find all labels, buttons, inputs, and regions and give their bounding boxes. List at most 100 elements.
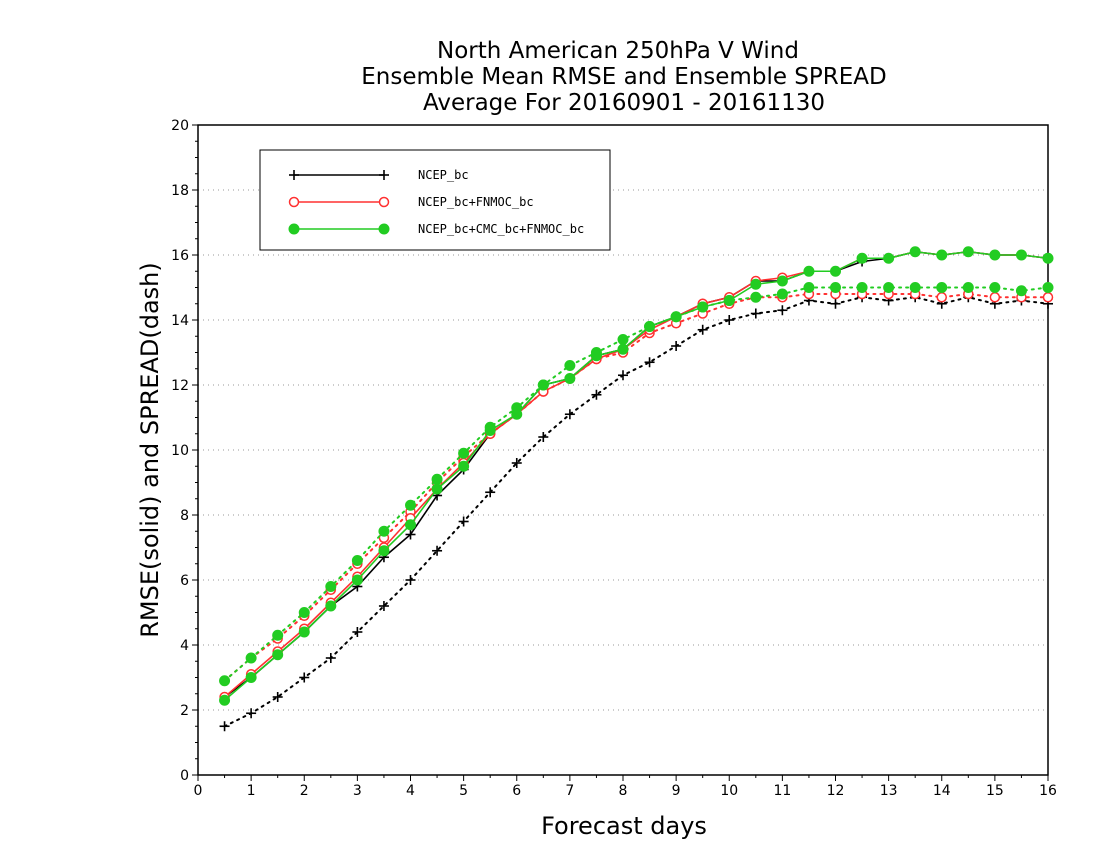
series-3-rmse-point <box>989 249 1001 261</box>
x-tick-label-5: 5 <box>459 783 468 799</box>
series-3-rmse-point <box>1042 252 1054 264</box>
series-1-spread-point <box>697 324 708 335</box>
x-tick-label-9: 9 <box>672 783 681 799</box>
series-3-rmse-point <box>856 252 868 264</box>
series-3-spread-point <box>405 499 416 511</box>
series-3-spread-point <box>245 652 257 664</box>
series-3-rmse-point <box>617 343 629 355</box>
series-1-spread-point <box>299 672 310 683</box>
series-1-spread-point <box>564 409 575 420</box>
series-3-rmse-point <box>537 379 549 391</box>
series-3-rmse-point <box>511 408 523 420</box>
x-tick-label-11: 11 <box>773 783 791 799</box>
series-3-spread-point <box>1015 285 1027 297</box>
series-2-spread-point <box>989 292 1001 303</box>
series-3-rmse-point <box>431 483 443 495</box>
series-3-spread-point <box>962 282 974 293</box>
x-tick-label-6: 6 <box>512 783 521 799</box>
x-tick-label-10: 10 <box>720 783 738 799</box>
series-3 <box>219 246 1054 706</box>
series-3-rmse-point <box>564 373 576 384</box>
y-tick-label-16: 16 <box>171 248 189 264</box>
x-tick-label-7: 7 <box>565 783 574 799</box>
x-tick-label-8: 8 <box>619 783 628 799</box>
series-3-spread-point <box>325 581 337 592</box>
legend-marker-left-3 <box>288 223 300 235</box>
x-tick-label-4: 4 <box>406 783 415 799</box>
series-1-spread-point <box>325 653 336 663</box>
series-3-rmse-point <box>670 311 682 323</box>
series-3-spread-point <box>431 473 443 485</box>
series-1-spread-point <box>405 575 416 585</box>
plot-series <box>219 246 1054 732</box>
series-3-spread-point <box>750 291 762 303</box>
series-1-spread-point <box>352 627 363 637</box>
series-3-rmse-point <box>245 672 257 683</box>
legend-items: NCEP_bc NCEP_bc+FNMOC_bc NCEP_bc+CMC_bc+FN… <box>288 168 584 236</box>
series-3-spread-point <box>830 282 841 293</box>
series-3-spread-point <box>272 629 284 641</box>
y-tick-label-8: 8 <box>180 508 189 524</box>
y-tick-label-18: 18 <box>171 183 189 199</box>
series-3-rmse-point <box>272 649 284 661</box>
x-axis-title: Forecast days <box>541 812 707 840</box>
series-1-spread-point <box>750 308 761 319</box>
series-3-spread-point <box>617 334 629 345</box>
series-3-spread-point <box>351 555 363 566</box>
series-3-rmse-point <box>697 301 709 313</box>
y-tick-label-6: 6 <box>180 573 189 589</box>
series-3-rmse-point <box>723 295 735 306</box>
x-tick-label-2: 2 <box>300 783 309 799</box>
series-3-spread-point <box>219 675 231 687</box>
legend-marker-right-2 <box>378 196 390 208</box>
series-3-rmse-point <box>936 249 948 261</box>
series-1-spread-point <box>378 601 389 611</box>
series-1-spread-point <box>777 305 788 316</box>
series-3-rmse-point <box>803 265 815 277</box>
series-3-rmse-point <box>458 460 470 472</box>
legend-marker-left-2 <box>288 196 300 208</box>
series-3-spread-point <box>989 282 1001 293</box>
series-3-spread-point <box>564 360 576 371</box>
series-3-rmse-point <box>962 246 974 258</box>
series-3-rmse-point <box>750 278 762 290</box>
legend-marker-left-1 <box>289 170 299 180</box>
x-tick-label-1: 1 <box>247 783 256 799</box>
legend-box <box>259 149 611 251</box>
legend-label-1: NCEP_bc <box>418 168 469 182</box>
legend-label-2: NCEP_bc+FNMOC_bc <box>418 195 534 209</box>
series-3-spread-point <box>1042 282 1054 293</box>
y-tick-label-2: 2 <box>180 703 189 719</box>
series-3-rmse-point <box>378 545 390 557</box>
series-3-spread-point <box>909 282 921 293</box>
y-tick-label-10: 10 <box>171 443 189 459</box>
y-tick-label-12: 12 <box>171 378 189 394</box>
series-1-spread-point <box>830 298 841 309</box>
legend-marker-right-3 <box>378 223 390 235</box>
series-1-spread-point <box>644 357 655 368</box>
series-3-rmse-point <box>298 626 310 638</box>
series-1-spread-point <box>538 432 549 442</box>
series-3-rmse-point <box>484 425 496 436</box>
series-3-spread-point <box>803 282 815 293</box>
x-tick-label-3: 3 <box>353 783 362 799</box>
series-2-spread-point <box>936 292 947 303</box>
series-3-rmse-point <box>219 694 231 706</box>
y-tick-label-4: 4 <box>180 638 189 654</box>
series-3-rmse-point <box>351 574 363 586</box>
series-3-rmse-point <box>325 600 337 612</box>
series-3-spread-point <box>458 447 470 459</box>
x-tick-label-13: 13 <box>880 783 898 799</box>
title-line-1: North American 250hPa V Wind <box>437 38 799 64</box>
series-1-spread-point <box>485 487 496 498</box>
series-3-spread-point <box>883 282 895 293</box>
series-3-spread-point <box>776 288 788 300</box>
series-1-spread-point <box>511 458 522 468</box>
x-tick-label-16: 16 <box>1039 783 1057 799</box>
title-line-2: Ensemble Mean RMSE and Ensemble SPREAD <box>361 64 886 90</box>
series-3-rmse-point <box>830 265 841 277</box>
series-3-rmse-point <box>644 321 656 332</box>
